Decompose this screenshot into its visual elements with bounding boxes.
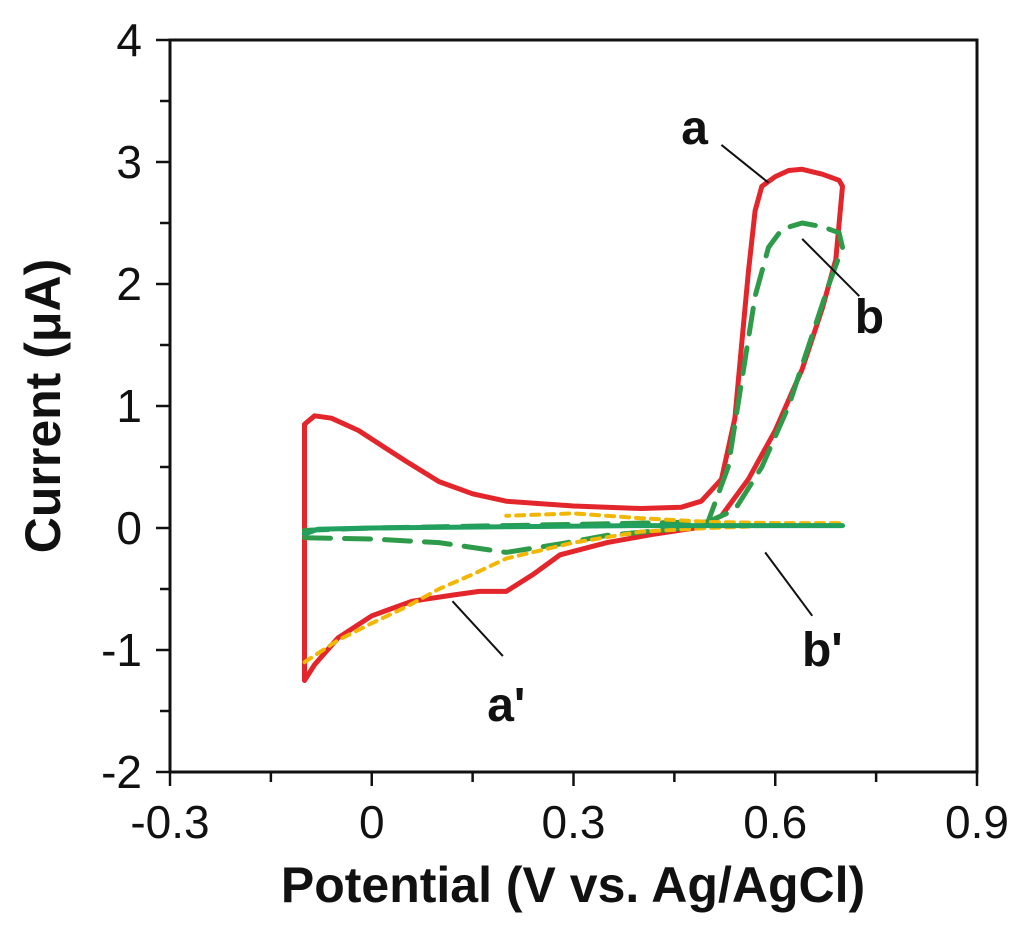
annotation-layer: a b a' b' [451,102,884,732]
annotation-label-a: a [681,102,708,155]
annotation-leader-a-prime [451,600,504,657]
annotation-label-b: b [855,291,884,344]
annotation-label-b-prime: b' [802,624,843,677]
series-a-prime-line [302,511,845,665]
series-layer [302,166,845,683]
annotation-label-a-prime: a' [487,679,525,732]
annotation-leader-b [801,238,861,297]
series-a-line [302,166,845,683]
x-axis-title: Potential (V vs. Ag/AgCl) [281,857,865,913]
y-tick-label: -2 [101,746,142,798]
annotation-leader-b-prime [764,551,814,617]
y-tick-label: 4 [116,14,142,66]
ticks-layer: -0.3 0 0.3 0.6 0.9 -2 -1 0 1 2 3 4 [101,14,1009,848]
y-tick-label: 3 [116,136,142,188]
y-tick-label: 0 [116,502,142,554]
x-tick-label: -0.3 [130,796,209,848]
y-tick-label: 1 [116,380,142,432]
x-tick-label: 0.9 [945,796,1009,848]
x-tick-label: 0 [359,796,385,848]
annotation-leader-a [720,144,770,184]
y-tick-label: 2 [116,258,142,310]
y-axis-title: Current (μA) [15,259,71,553]
plot-frame [168,38,979,774]
series-b-line [302,220,845,555]
x-tick-label: 0.3 [542,796,606,848]
x-tick-label: 0.6 [743,796,807,848]
series-b-prime-line [302,523,845,537]
y-tick-label: -1 [101,624,142,676]
